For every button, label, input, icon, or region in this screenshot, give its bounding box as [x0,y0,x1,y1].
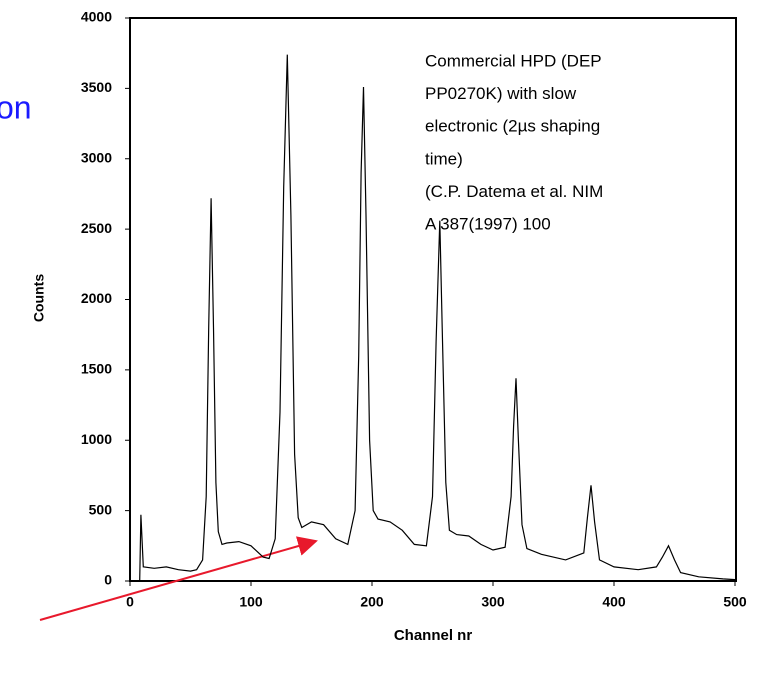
spectrum-line [139,54,736,582]
x-tick-label: 500 [723,594,747,610]
y-tick-label: 4000 [81,9,112,25]
annotation: time) [425,149,463,168]
annotation: A 387(1997) 100 [425,214,551,233]
x-tick-label: 0 [126,594,134,610]
y-tick-label: 3000 [81,149,112,165]
y-axis-label: Counts [31,274,47,322]
y-tick-label: 0 [104,572,112,588]
annotation: PP0270K) with slow [425,84,577,103]
annotation: electronic (2µs shaping [425,117,600,136]
y-tick-label: 2000 [81,290,112,306]
y-tick-label: 3500 [81,79,112,95]
annotation: (C.P. Datema et al. NIM [425,182,603,201]
x-tick-label: 200 [360,594,384,610]
y-tick-label: 2500 [81,220,112,236]
y-tick-label: 500 [89,501,113,517]
annotation: Commercial HPD (DEP [425,51,602,70]
slide-title: on [0,89,32,125]
x-tick-label: 400 [602,594,626,610]
y-tick-label: 1000 [81,431,112,447]
x-tick-label: 300 [481,594,505,610]
y-tick-label: 1500 [81,361,112,377]
x-tick-label: 100 [239,594,263,610]
x-axis-label: Channel nr [394,627,473,644]
